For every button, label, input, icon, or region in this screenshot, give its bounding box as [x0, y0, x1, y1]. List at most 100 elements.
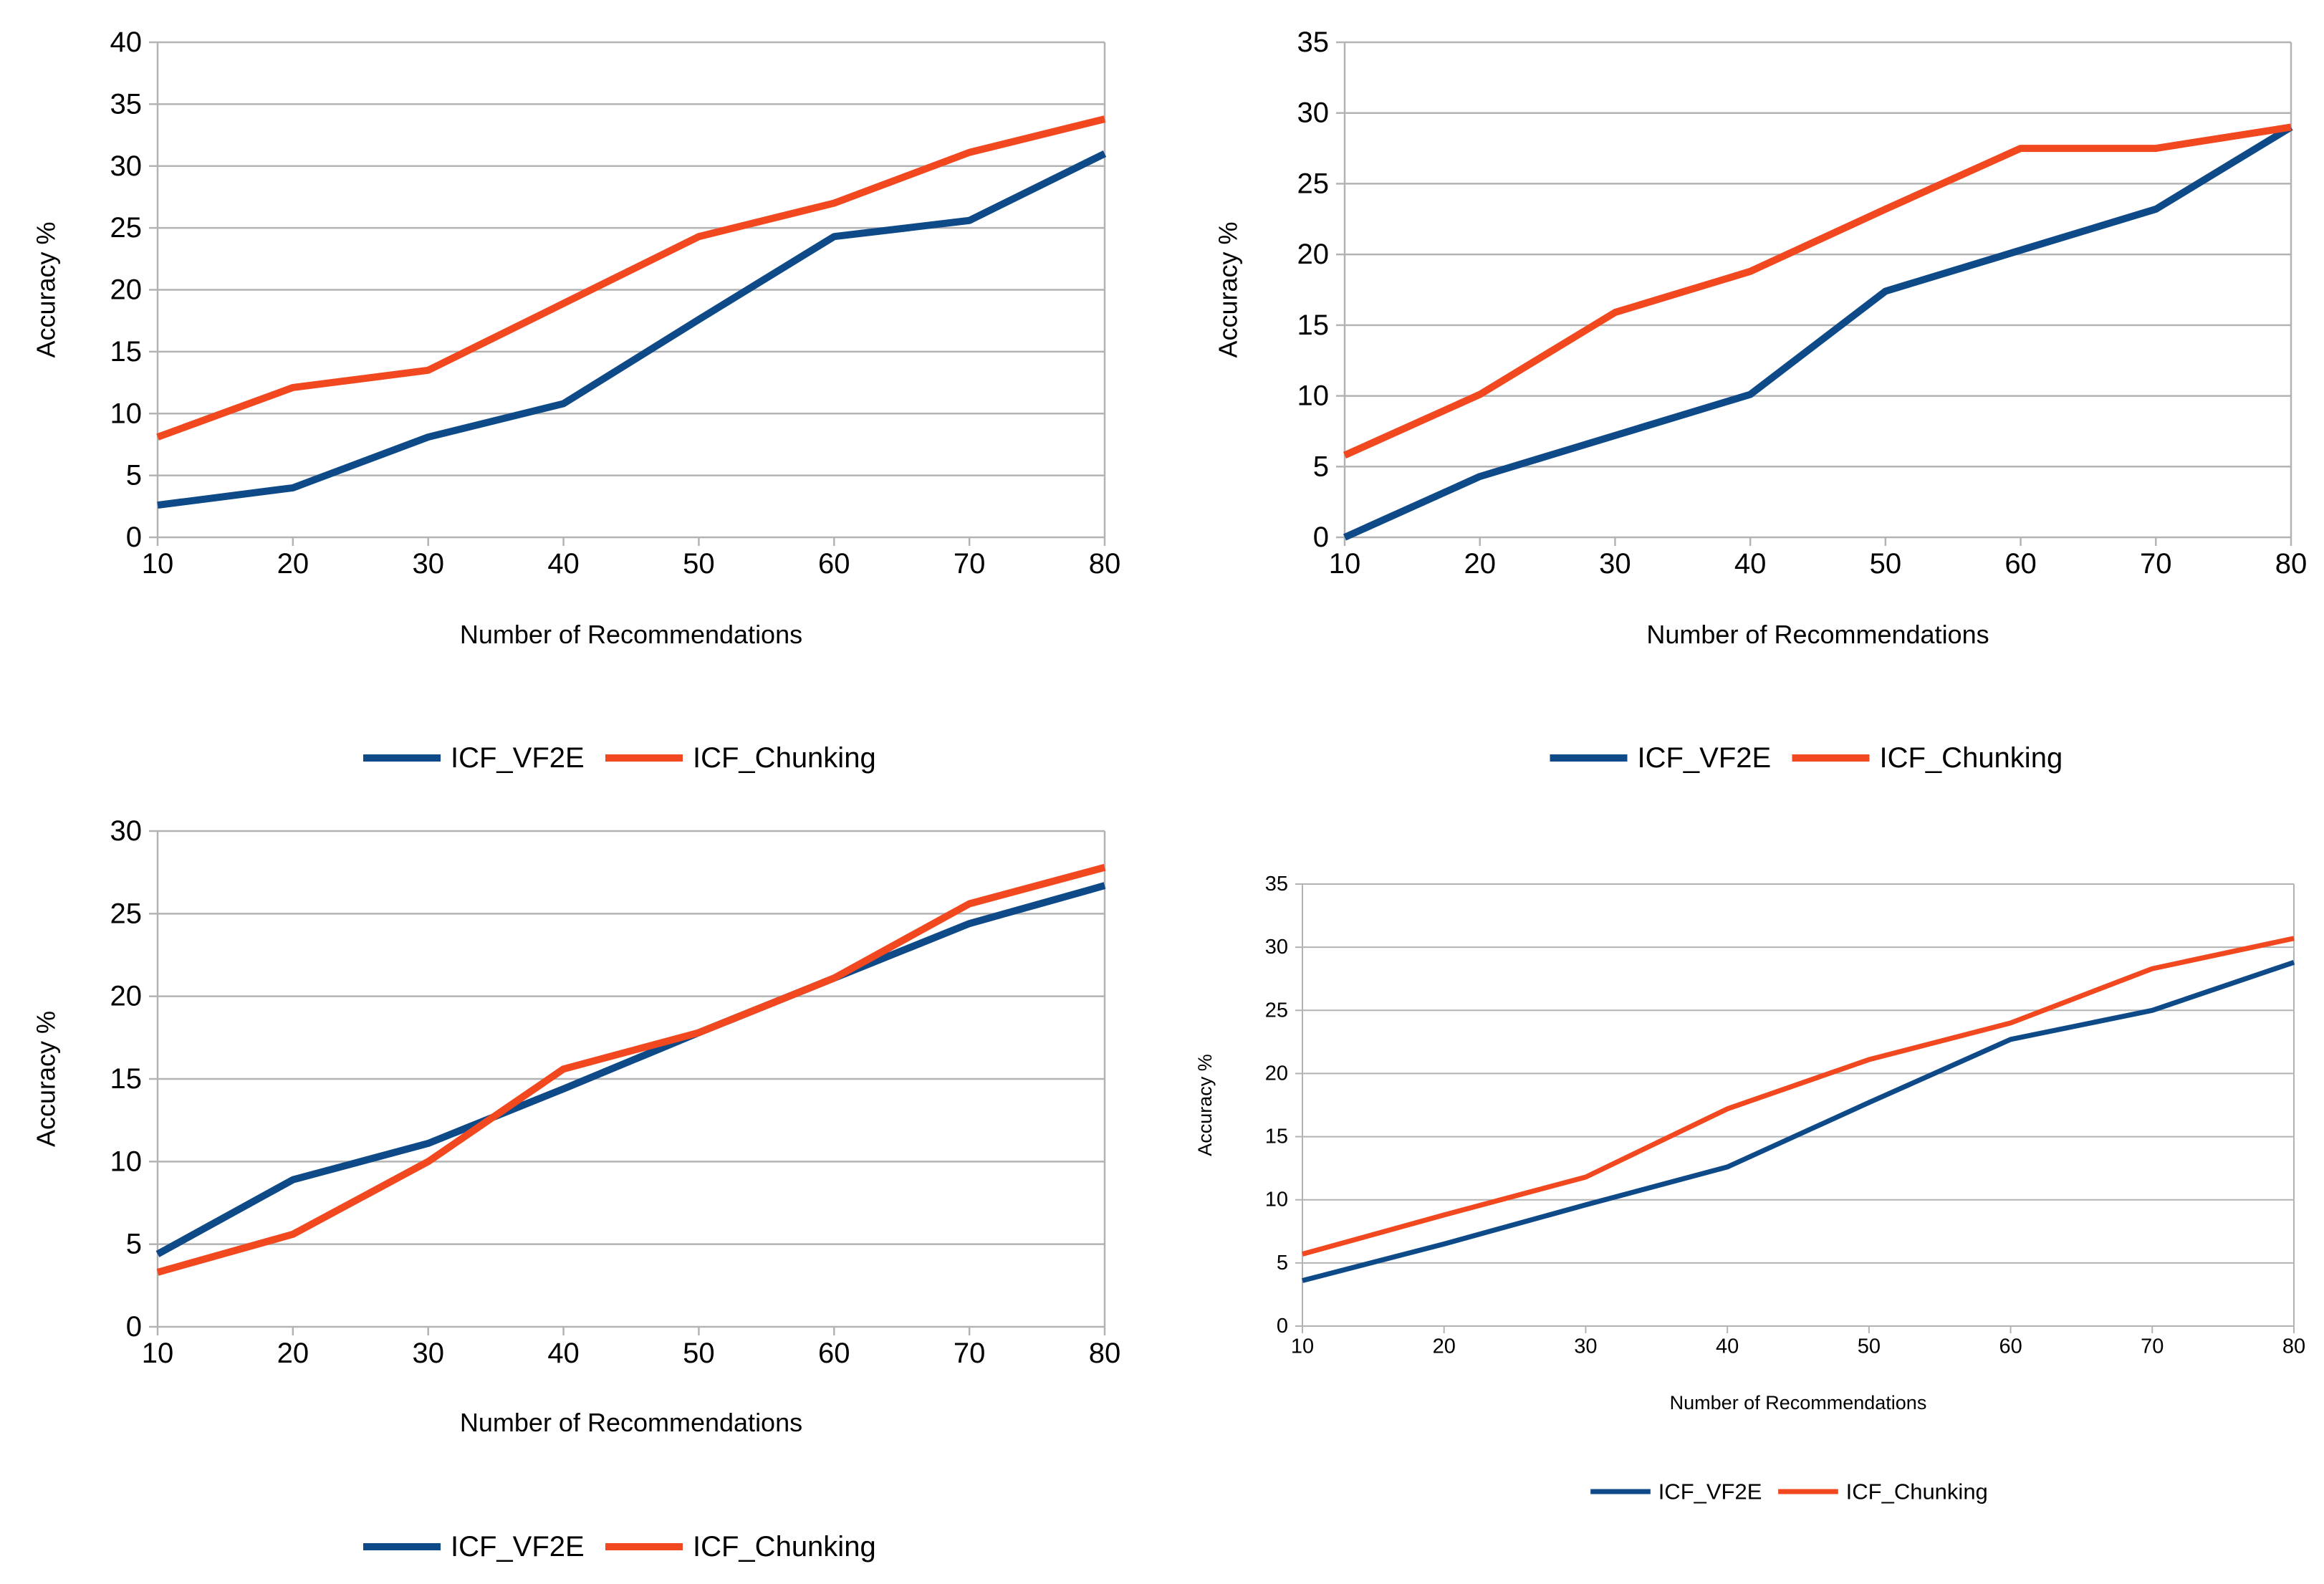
y-tick-label: 10 — [1297, 380, 1330, 412]
x-tick-label: 70 — [954, 548, 986, 580]
series-line-icf-chunking — [156, 115, 1106, 441]
legend-label: ICF_VF2E — [1638, 742, 1772, 774]
x-tick-label: 30 — [1599, 548, 1631, 580]
legend-label: ICF_VF2E — [451, 742, 585, 774]
line-chart: 0 5 10 15 20 25 30 35 40 10 20 30 40 50 60 70 80 Number o… — [32, 27, 1121, 774]
x-tick-label: 30 — [1574, 1335, 1597, 1358]
legend: ICF_VF2E ICF_Chunking — [1590, 1479, 1988, 1504]
legend-label: ICF_Chunking — [693, 742, 876, 774]
y-tick-label: 35 — [1265, 873, 1288, 896]
series-line-icf-chunking — [156, 863, 1106, 1276]
y-tick-label: 0 — [1313, 522, 1329, 553]
x-tick-label: 60 — [2004, 548, 2037, 580]
y-tick-label: 35 — [110, 88, 143, 120]
y-tick-label: 25 — [1265, 999, 1288, 1022]
y-tick-label: 15 — [110, 1063, 143, 1095]
chart-panel-top-left: 0 5 10 15 20 25 30 35 40 10 20 30 40 50 60 70 80 Number o… — [0, 0, 1162, 792]
chart-panel-top-right: 0 5 10 15 20 25 30 35 10 20 30 40 50 60 70 80 Number of … — [1162, 0, 2324, 792]
line-chart: 0 5 10 15 20 25 30 35 10 20 30 40 50 60 70 80 Number of … — [1214, 27, 2308, 774]
x-tick-label: 50 — [1870, 548, 1902, 580]
x-tick-label: 60 — [818, 1338, 850, 1369]
y-tick-label: 25 — [110, 212, 143, 244]
legend: ICF_VF2E ICF_Chunking — [363, 742, 876, 774]
y-tick-label: 0 — [126, 522, 142, 553]
legend-label: ICF_Chunking — [1880, 742, 2063, 774]
legend: ICF_VF2E ICF_Chunking — [1550, 742, 2063, 774]
y-tick-label: 30 — [110, 815, 143, 847]
line-chart: 0 5 10 15 20 25 30 10 20 30 40 50 60 70 80 Number of Re… — [32, 815, 1121, 1563]
x-tick-label: 10 — [142, 548, 174, 580]
legend-label: ICF_VF2E — [451, 1531, 585, 1563]
x-tick-label: 50 — [1858, 1335, 1881, 1358]
y-tick-label: 5 — [126, 460, 142, 491]
x-tick-label: 80 — [1089, 548, 1121, 580]
legend-label: ICF_VF2E — [1658, 1479, 1762, 1504]
x-tick-label: 50 — [683, 1338, 715, 1369]
y-tick-label: 10 — [110, 398, 143, 429]
y-axis-label: Accuracy % — [32, 1011, 61, 1147]
x-tick-label: 70 — [2140, 548, 2172, 580]
y-tick-label: 15 — [1297, 309, 1330, 341]
x-tick-label: 20 — [277, 548, 309, 580]
y-tick-label: 15 — [1265, 1125, 1288, 1148]
series-line-icf-vf2e — [155, 882, 1106, 1257]
y-tick-label: 30 — [1297, 97, 1330, 129]
y-tick-label: 20 — [1297, 239, 1330, 270]
series-line-icf-chunking — [1302, 936, 2295, 1257]
x-axis-label: Number of Recommendations — [1670, 1392, 1927, 1413]
y-tick-label: 25 — [110, 898, 143, 929]
x-tick-label: 20 — [277, 1338, 309, 1369]
x-tick-label: 10 — [1291, 1335, 1314, 1358]
y-tick-label: 30 — [1265, 936, 1288, 959]
y-axis-label: Accuracy % — [1194, 1054, 1216, 1156]
x-tick-label: 80 — [2275, 548, 2308, 580]
series-line-icf-vf2e — [1343, 124, 2293, 541]
x-tick-label: 80 — [2282, 1335, 2305, 1358]
y-tick-label: 20 — [110, 981, 143, 1012]
x-tick-label: 70 — [2141, 1335, 2164, 1358]
x-tick-label: 60 — [1999, 1335, 2022, 1358]
y-tick-label: 20 — [110, 274, 143, 306]
x-axis-label: Number of Recommendations — [460, 1408, 802, 1437]
legend-label: ICF_Chunking — [693, 1531, 876, 1563]
x-tick-label: 10 — [142, 1338, 174, 1369]
x-tick-label: 40 — [1716, 1335, 1739, 1358]
y-tick-label: 15 — [110, 336, 143, 368]
y-tick-label: 0 — [1277, 1315, 1288, 1338]
x-tick-label: 40 — [1734, 548, 1767, 580]
y-axis-label: Accuracy % — [1214, 221, 1243, 357]
y-tick-label: 10 — [110, 1146, 143, 1177]
y-tick-label: 20 — [1265, 1062, 1288, 1085]
x-tick-label: 40 — [547, 1338, 580, 1369]
series-line-icf-vf2e — [1302, 959, 2295, 1283]
series-line-icf-vf2e — [157, 150, 1107, 509]
y-tick-label: 5 — [1313, 451, 1329, 482]
y-tick-label: 25 — [1297, 168, 1330, 199]
x-tick-label: 10 — [1329, 548, 1361, 580]
x-tick-label: 70 — [954, 1338, 986, 1369]
chart-panel-bottom-right: 0 5 10 15 20 25 30 35 10 20 30 40 50 60 70 80 Number of … — [1162, 792, 2324, 1584]
y-tick-label: 5 — [1277, 1252, 1288, 1275]
x-tick-label: 80 — [1089, 1338, 1121, 1369]
x-axis-label: Number of Recommendations — [460, 620, 802, 649]
y-tick-label: 5 — [126, 1229, 142, 1260]
legend-label: ICF_Chunking — [1846, 1479, 1988, 1504]
x-axis-label: Number of Recommendations — [1646, 620, 1989, 649]
y-tick-label: 0 — [126, 1311, 142, 1343]
line-chart: 0 5 10 15 20 25 30 35 10 20 30 40 50 60 70 80 Number of … — [1194, 873, 2305, 1504]
x-tick-label: 30 — [412, 548, 444, 580]
chart-panel-bottom-left: 0 5 10 15 20 25 30 10 20 30 40 50 60 70 80 Number of Re… — [0, 792, 1162, 1584]
x-tick-label: 60 — [818, 548, 850, 580]
y-tick-label: 10 — [1265, 1189, 1288, 1211]
x-tick-label: 20 — [1464, 548, 1496, 580]
x-tick-label: 20 — [1433, 1335, 1456, 1358]
y-axis-label: Accuracy % — [32, 221, 61, 357]
series-line-icf-chunking — [1343, 123, 2292, 459]
x-tick-label: 50 — [683, 548, 715, 580]
y-tick-label: 35 — [1297, 27, 1330, 58]
y-tick-label: 30 — [110, 150, 143, 182]
y-tick-label: 40 — [110, 27, 143, 58]
legend: ICF_VF2E ICF_Chunking — [363, 1531, 876, 1563]
x-tick-label: 30 — [412, 1338, 444, 1369]
x-tick-label: 40 — [547, 548, 580, 580]
